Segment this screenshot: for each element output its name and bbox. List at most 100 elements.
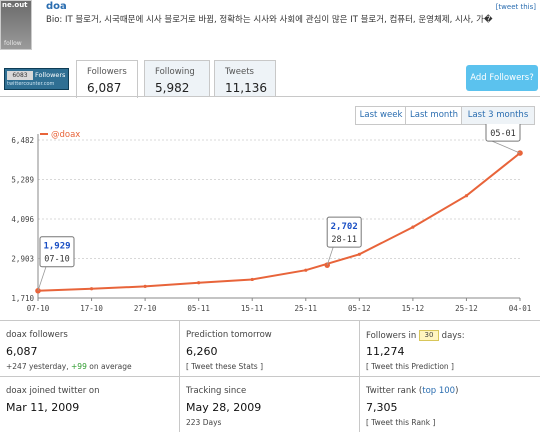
data-point xyxy=(143,284,147,289)
stat-title: doax joined twitter on xyxy=(6,386,100,396)
tab-tweets[interactable]: Tweets 11,136 xyxy=(214,60,276,97)
add-followers-button[interactable]: Add Followers? xyxy=(466,65,538,91)
data-point xyxy=(357,252,361,256)
stat-sub: 223 Days xyxy=(186,418,222,427)
tab-followers[interactable]: Followers 6,087 xyxy=(76,60,138,98)
stat-title: Tracking since xyxy=(186,386,247,396)
stat-tracking-since: Tracking since May 28, 2009 223 Days xyxy=(180,377,360,432)
series-line xyxy=(37,152,521,292)
x-tick-label: 25-12 xyxy=(455,304,478,313)
x-tick-label: 27-10 xyxy=(134,304,157,313)
badge-count: 6083 xyxy=(7,71,33,80)
callout-value: 1,929 xyxy=(43,242,70,252)
stat-value: Mar 11, 2009 xyxy=(6,401,80,414)
tab-following[interactable]: Following 5,982 xyxy=(144,60,210,97)
range-last-week-button[interactable]: Last week xyxy=(355,106,407,125)
x-tick-label: 05-11 xyxy=(187,304,210,313)
x-tick-label: 17-10 xyxy=(80,304,103,313)
stat-twitter-rank: Twitter rank (top 100) 7,305 [ Tweet thi… xyxy=(360,377,540,432)
tab-label: Tweets xyxy=(225,67,254,77)
data-point xyxy=(464,194,469,198)
stat-followers: doax followers 6,087 +247 yesterday, +99… xyxy=(0,321,180,377)
callout-value: 2,702 xyxy=(331,222,358,232)
stat-title-pre: Followers in xyxy=(366,331,419,341)
avatar[interactable]: ne.out follow xyxy=(0,0,32,50)
y-tick-label: 4,096 xyxy=(11,215,34,224)
stat-prediction: Prediction tomorrow 6,260 [ Tweet these … xyxy=(180,321,360,377)
stat-title: Prediction tomorrow xyxy=(186,330,272,340)
callout-box xyxy=(485,124,521,142)
tab-label: Following xyxy=(155,67,195,77)
callout-marker xyxy=(35,287,41,294)
tab-divider xyxy=(0,96,540,97)
stat-title: doax followers xyxy=(6,330,68,340)
range-last-3-months-button[interactable]: Last 3 months xyxy=(461,106,535,125)
followers-chart: 1,710 2,903 4,096 5,289 6,482 07-10 17-10 27-10… xyxy=(0,124,540,320)
callout-leader xyxy=(326,247,334,266)
x-tick-label: 07-10 xyxy=(27,304,50,313)
stat-value: 6,087 xyxy=(6,345,38,358)
tab-value: 5,982 xyxy=(155,81,190,95)
callout-leader xyxy=(37,266,47,291)
legend-label: @doax xyxy=(51,130,80,140)
stat-value: 6,260 xyxy=(186,345,218,358)
callout-box xyxy=(326,216,362,248)
callout-date: 28-11 xyxy=(331,235,357,245)
stat-sub-pre: +247 yesterday, xyxy=(6,362,72,371)
tweet-stats-link[interactable]: [ Tweet these Stats ] xyxy=(186,362,264,371)
x-tick-label: 05-12 xyxy=(348,304,371,313)
stats-grid: doax followers 6,087 +247 yesterday, +99… xyxy=(0,320,540,433)
tweet-rank-link[interactable]: [ Tweet this Rank ] xyxy=(366,418,436,427)
y-tick-label: 1,710 xyxy=(11,294,34,303)
x-tick-label: 15-12 xyxy=(402,304,425,313)
x-tick-label: 15-11 xyxy=(241,304,264,313)
y-tick-label: 6,482 xyxy=(11,136,34,145)
callout-marker xyxy=(517,150,523,156)
tweet-prediction-link[interactable]: [ Tweet this Prediction ] xyxy=(366,362,454,371)
callout-date: 05-01 xyxy=(490,129,516,139)
y-tick-label: 5,289 xyxy=(11,176,34,185)
avatar-text-bottom: follow xyxy=(4,40,22,47)
bio-text: Bio: IT 블로거, 시국때문에 시사 블로거로 바뀜, 정확하는 시사와 … xyxy=(46,15,493,25)
username-link[interactable]: doa xyxy=(46,1,67,12)
callout-box xyxy=(39,236,75,268)
data-point xyxy=(89,287,94,291)
stat-title: Twitter rank (top 100) xyxy=(366,386,458,396)
x-tick-label: 04-01 xyxy=(509,304,532,313)
range-last-month-button[interactable]: Last month xyxy=(405,106,463,125)
tab-value: 6,087 xyxy=(87,81,122,95)
tab-label: Followers xyxy=(87,67,127,77)
stat-title: Followers in 30 days: xyxy=(366,330,465,341)
stat-value: 11,274 xyxy=(366,345,405,358)
data-point xyxy=(411,225,415,229)
stat-sub-green: +99 xyxy=(71,362,87,371)
chart-svg: 1,710 2,903 4,096 5,289 6,482 07-10 17-10 27-10… xyxy=(11,124,532,313)
stat-joined: doax joined twitter on Mar 11, 2009 xyxy=(0,377,180,432)
badge-label: Followers xyxy=(35,71,66,79)
stat-value: May 28, 2009 xyxy=(186,401,262,414)
stat-title-post: ) xyxy=(455,386,459,396)
stat-followers-in-days: Followers in 30 days: 11,274 [ Tweet thi… xyxy=(360,321,540,377)
follower-badge[interactable]: 6083 Followers twittercounter.com xyxy=(4,68,69,90)
badge-url: twittercounter.com xyxy=(7,81,55,87)
stat-title-post: days: xyxy=(438,331,465,341)
callout-date: 07-10 xyxy=(44,255,70,265)
data-point xyxy=(304,268,308,272)
callout-marker xyxy=(324,262,331,268)
top-100-link[interactable]: top 100 xyxy=(422,386,456,396)
x-tick-label: 25-11 xyxy=(294,304,317,313)
callout-value: 6,087 xyxy=(489,124,516,126)
stat-title-pre: Twitter rank ( xyxy=(366,386,423,396)
stat-sub-post: on average xyxy=(86,362,132,371)
stat-sub: +247 yesterday, +99 on average xyxy=(6,362,132,371)
days-input[interactable]: 30 xyxy=(418,330,439,341)
callout-leader xyxy=(491,140,521,154)
profile-header: ne.out follow doa [tweet this] Bio: IT 블… xyxy=(0,0,540,56)
tweet-this-link[interactable]: [tweet this] xyxy=(495,3,536,11)
y-tick-label: 2,903 xyxy=(11,255,34,264)
tab-value: 11,136 xyxy=(225,81,267,95)
data-point xyxy=(250,277,254,282)
stat-value: 7,305 xyxy=(366,401,398,414)
data-point xyxy=(197,281,201,285)
avatar-text-top: ne.out xyxy=(2,1,28,9)
